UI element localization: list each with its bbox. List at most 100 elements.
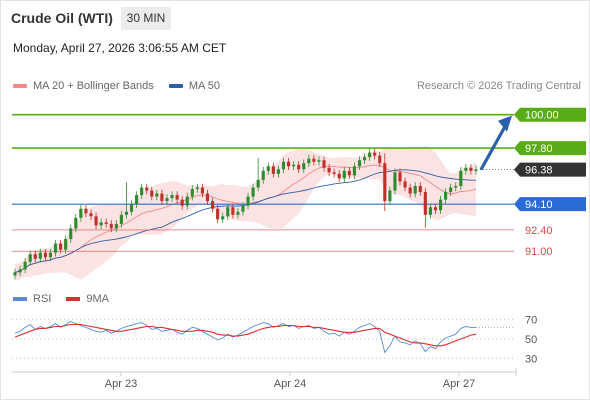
candle-body: [226, 207, 230, 217]
candle-body: [444, 192, 448, 200]
candle-body: [403, 181, 407, 188]
candle-body: [129, 204, 134, 212]
candle-body: [180, 199, 184, 206]
resistance-label-97.80: 97.80: [525, 143, 553, 155]
candle-body: [327, 167, 331, 173]
candle-body: [347, 170, 351, 176]
candle-body: [271, 166, 275, 174]
candle-body: [150, 190, 154, 197]
candle-body: [266, 166, 270, 171]
ma50-line: [14, 169, 476, 273]
legend-rsi-label: RSI: [33, 293, 52, 305]
minor-support-label-92.40: 92.40: [525, 225, 553, 237]
candle-body: [393, 172, 397, 191]
candle-body: [322, 160, 326, 168]
candle-body: [13, 272, 17, 276]
candle-body: [53, 243, 58, 253]
candle-body: [332, 172, 336, 174]
candle-body: [140, 187, 144, 196]
rsi-swatch: [13, 297, 27, 302]
candle-body: [337, 173, 341, 179]
candle-body: [428, 207, 432, 215]
candle-body: [362, 157, 367, 161]
ma50-swatch: [168, 84, 183, 89]
candle-body: [190, 189, 194, 197]
candle-body: [38, 252, 42, 259]
candle-body: [28, 254, 32, 262]
candle-body: [145, 187, 149, 191]
timeframe-badge[interactable]: 30 MIN: [121, 7, 171, 30]
candle-body: [459, 170, 463, 186]
candle-body: [317, 160, 321, 162]
candle-body: [438, 199, 443, 211]
current-price-label: 96.38: [525, 165, 553, 177]
candle-body: [165, 198, 169, 202]
legend-rsi-ma-label: 9MA: [86, 293, 110, 305]
instrument-title: Crude Oil (WTI): [11, 10, 113, 26]
candle-body: [423, 192, 427, 215]
candle-body: [261, 170, 265, 180]
minor-support-label-91.00: 91.00: [525, 246, 553, 258]
candle-body: [221, 216, 225, 220]
candle-body: [18, 269, 22, 273]
research-credit: Research © 2026 Trading Central: [416, 80, 581, 92]
bollinger-band: [15, 145, 476, 281]
candle-body: [175, 195, 179, 200]
rsi-tick-30: 30: [525, 353, 537, 365]
candle-body: [236, 211, 240, 215]
support-label-bg-94.10: [514, 197, 586, 212]
candle-body: [357, 160, 362, 167]
candle-body: [276, 169, 280, 174]
candle-body: [352, 166, 356, 176]
candle-body: [464, 167, 468, 171]
rsi-line: [14, 321, 476, 354]
rsi-tick-50: 50: [525, 334, 537, 346]
candle-body: [170, 195, 174, 199]
rsi-ma-line: [14, 323, 477, 347]
candle-body: [383, 163, 387, 202]
candle-body: [33, 254, 37, 259]
candle-body: [89, 213, 93, 217]
x-tick-label: Apr 23: [105, 378, 137, 390]
candle-body: [292, 164, 296, 167]
candle-body: [474, 169, 478, 171]
candle-body: [185, 196, 189, 206]
rsi-tick-70: 70: [525, 315, 537, 327]
candle-body: [408, 187, 412, 194]
candle-body: [413, 185, 417, 194]
candle-body: [251, 187, 255, 197]
candle-body: [48, 252, 53, 258]
resistance-label-bg-100.00: [514, 107, 586, 122]
candle-body: [469, 167, 473, 171]
legend-bollinger: MA 20 + Bollinger Bands: [13, 80, 154, 92]
current-price-label-bg: [514, 162, 586, 177]
candle-body: [211, 201, 215, 209]
candle-body: [79, 208, 83, 218]
candle-body: [281, 161, 286, 170]
candle-body: [200, 187, 205, 194]
rsi-ma-swatch: [66, 297, 81, 302]
candle-body: [246, 196, 250, 206]
candle-body: [160, 193, 164, 202]
candle-body: [454, 185, 458, 188]
candle-body: [418, 185, 422, 193]
x-tick-label: Apr 24: [274, 378, 306, 390]
candle-body: [119, 214, 123, 224]
candle-body: [368, 152, 372, 158]
candle-body: [59, 243, 63, 250]
candle-body: [135, 195, 139, 205]
candle-body: [302, 163, 306, 170]
rsi-legend: RSI 9MA: [13, 293, 109, 305]
legend-ma50: MA 50: [168, 80, 220, 92]
resistance-label-100.00: 100.00: [525, 110, 559, 122]
candle-body: [114, 223, 118, 229]
candle-body: [94, 216, 98, 226]
candle-body: [109, 223, 113, 229]
candle-body: [398, 172, 402, 182]
candle-body: [64, 239, 68, 250]
price-legend: MA 20 + Bollinger Bands MA 50: [13, 80, 232, 92]
candle-body: [84, 208, 88, 214]
candle-body: [216, 208, 220, 220]
candle-body: [378, 155, 382, 164]
